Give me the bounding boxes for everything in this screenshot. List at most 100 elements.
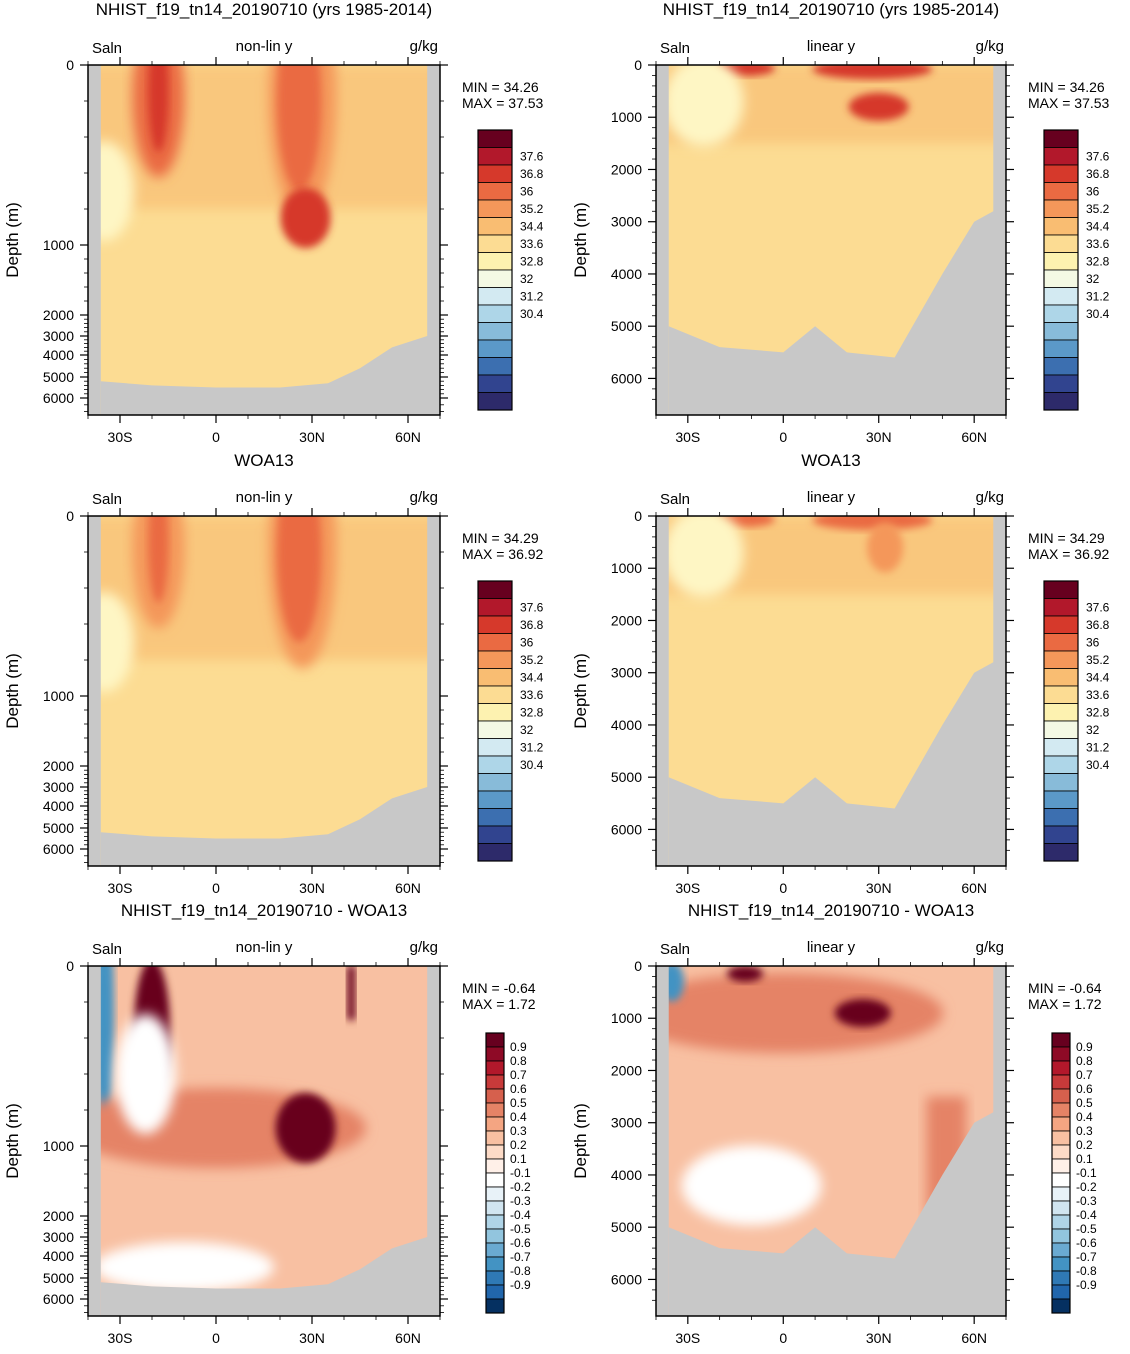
axes-p5: 0 1000 2000 3000 4000 5000 6000 30S 0 30N 60N Depth…	[3, 958, 448, 1346]
y-tick-label: 1000	[611, 109, 642, 125]
y-tick-label: 1000	[43, 1138, 74, 1154]
colorbar-swatch	[1043, 615, 1079, 634]
colorbar-swatch	[1043, 633, 1079, 652]
colorbar-label: -0.3	[1076, 1194, 1097, 1208]
colorbar-label: 0.5	[1076, 1096, 1093, 1110]
colorbar-swatch	[1043, 808, 1079, 827]
colorbar-swatch	[477, 843, 513, 862]
scale-label: non-lin y	[236, 489, 293, 506]
y-axis-label: Depth (m)	[571, 202, 590, 278]
y-tick-label: 5000	[611, 769, 642, 785]
plot-frame	[87, 515, 441, 867]
colorbar-label: 0.6	[510, 1082, 527, 1096]
y-tick-label: 4000	[43, 1248, 74, 1264]
colorbar-swatch	[477, 304, 513, 323]
colorbar-swatch	[485, 1060, 505, 1076]
bathymetry-mask	[668, 516, 1006, 866]
colorbar-swatch	[1051, 1046, 1071, 1062]
north-core	[277, 516, 322, 642]
y-tick-label: 2000	[611, 161, 642, 177]
colorbar-swatch	[1043, 685, 1079, 704]
colorbar-swatch	[1051, 1144, 1071, 1160]
colorbar-label: 36	[520, 635, 534, 649]
intermediate-water	[663, 516, 744, 598]
colorbar-label: 36	[520, 184, 534, 198]
x-tick-label: 30S	[675, 429, 700, 445]
colorbar-label: 32.8	[520, 705, 544, 719]
colorbar-swatch	[485, 1102, 505, 1118]
colorbar-swatch	[1043, 304, 1079, 323]
max-value: MAX = 1.72	[462, 996, 536, 1012]
colorbar-label: 0.8	[1076, 1054, 1093, 1068]
colorbar-swatch	[1043, 374, 1079, 393]
max-value: MAX = 37.53	[462, 95, 544, 111]
colorbar-swatch	[485, 1270, 505, 1286]
colorbar-label: -0.1	[510, 1166, 531, 1180]
field-p4	[656, 516, 1006, 866]
y-tick-label: 3000	[611, 1115, 642, 1131]
colorbar-label: -0.8	[510, 1264, 531, 1278]
colorbar-label: 0.6	[1076, 1082, 1093, 1096]
axes-p1: 0 1000 2000 3000 4000 5000 6000 30S 0 30N 60N Depth…	[3, 57, 448, 445]
y-tick-label: 4000	[611, 266, 642, 282]
surface-max-north	[812, 65, 933, 80]
y-tick-label: 1000	[43, 688, 74, 704]
x-tick-label: 60N	[395, 880, 421, 896]
panel-title: NHIST_f19_tn14_20190710 (yrs 1985-2014)	[96, 0, 432, 19]
scale-label: linear y	[807, 38, 856, 55]
colorbar-swatch	[1051, 1074, 1071, 1090]
colorbar-swatch	[477, 668, 513, 687]
colorbar-swatch	[477, 720, 513, 739]
colorbar-swatch	[477, 738, 513, 757]
colorbar-label: 37.6	[1086, 600, 1110, 614]
colorbar-swatch	[485, 1242, 505, 1258]
colorbar-label: 0.2	[510, 1138, 527, 1152]
colorbar-label: 31.2	[1086, 740, 1110, 754]
y-tick-label: 2000	[611, 612, 642, 628]
y-tick-label: 0	[634, 508, 642, 524]
colorbar-label: 32	[520, 272, 534, 286]
y-tick-label: 3000	[43, 779, 74, 795]
colorbar-swatch	[477, 703, 513, 722]
colorbar-label: 36	[1086, 184, 1100, 198]
colorbar-swatch	[1051, 1270, 1071, 1286]
y-tick-label: 6000	[43, 390, 74, 406]
colorbar-swatch	[477, 269, 513, 288]
panel-title: NHIST_f19_tn14_20190710 - WOA13	[688, 901, 974, 920]
colorbar-label: 0.8	[510, 1054, 527, 1068]
colorbar-label: 30.4	[1086, 758, 1110, 772]
diff-near-zero	[115, 1014, 176, 1134]
x-tick-label: 30N	[299, 880, 325, 896]
colorbar-label: 0.4	[1076, 1110, 1093, 1124]
colorbar-label: 0.7	[1076, 1068, 1093, 1082]
y-axis-label: Depth (m)	[571, 1103, 590, 1179]
colorbar-label: 37.6	[520, 149, 544, 163]
colorbar-label: 32.8	[1086, 705, 1110, 719]
x-tick-label: 30S	[108, 1330, 133, 1346]
colorbar-label: 34.4	[1086, 219, 1110, 233]
colorbar-swatch	[1051, 1032, 1071, 1048]
colorbar-p2: 37.6 36.8 36 35.2 34.4 33.6 32.8 32 31.2 30.4	[1043, 129, 1110, 411]
land-mask-south	[656, 516, 669, 866]
bathymetry-mask	[100, 966, 440, 1316]
min-value: MIN = -0.64	[462, 980, 536, 996]
colorbar-label: 33.6	[1086, 237, 1110, 251]
colorbar-swatch	[485, 1172, 505, 1188]
colorbar-swatch	[477, 129, 513, 148]
y-tick-label: 4000	[43, 347, 74, 363]
colorbar-swatch	[477, 615, 513, 634]
y-tick-label: 4000	[611, 1167, 642, 1183]
min-value: MIN = 34.26	[462, 79, 539, 95]
colorbar-swatch	[477, 339, 513, 358]
colorbar-swatch	[1043, 164, 1079, 183]
colorbar-label: 36.8	[520, 618, 544, 632]
field-p1	[88, 65, 440, 415]
colorbar-swatch	[1051, 1158, 1071, 1174]
y-tick-label: 6000	[43, 841, 74, 857]
colorbar-p3: 37.6 36.8 36 35.2 34.4 33.6 32.8 32 31.2 30.4	[477, 580, 544, 862]
x-tick-label: 60N	[395, 429, 421, 445]
colorbar-label: 34.4	[1086, 670, 1110, 684]
colorbar-swatch	[485, 1186, 505, 1202]
y-tick-label: 6000	[611, 1271, 642, 1287]
intermediate-low	[88, 592, 134, 692]
